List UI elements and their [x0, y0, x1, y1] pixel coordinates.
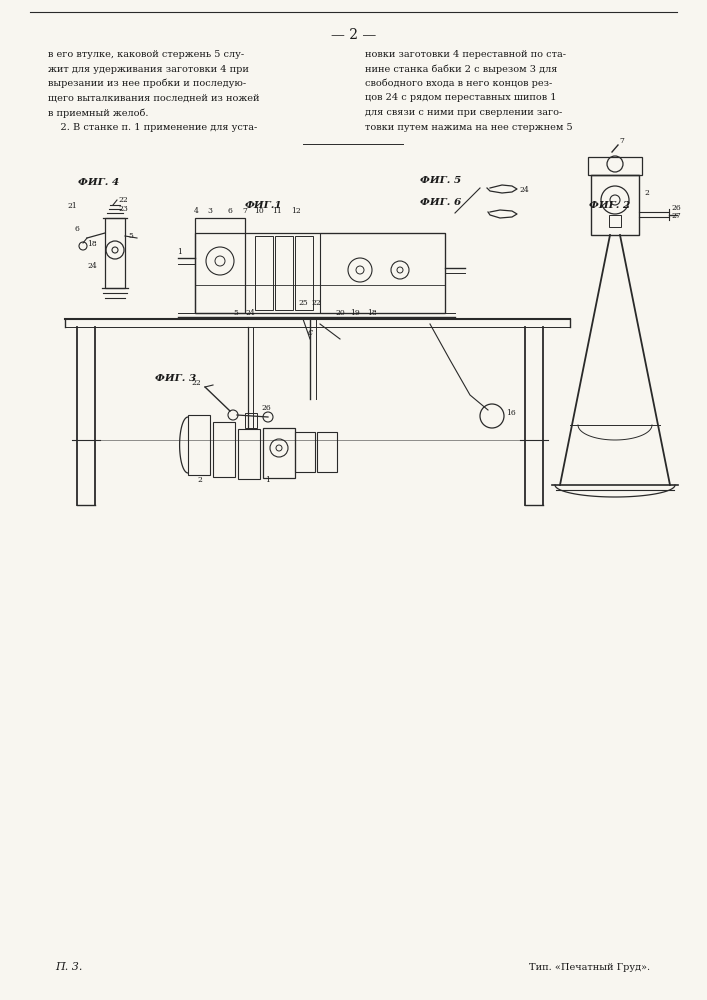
Text: 1: 1: [266, 476, 271, 484]
Text: 25: 25: [298, 299, 308, 307]
Text: 26: 26: [671, 204, 681, 212]
Text: 27: 27: [671, 212, 681, 220]
Text: 2: 2: [197, 476, 202, 484]
Text: 16: 16: [506, 409, 515, 417]
Text: 23: 23: [118, 205, 128, 213]
Text: 11: 11: [272, 207, 282, 215]
Text: 5: 5: [128, 232, 133, 240]
Text: ФИГ. 3: ФИГ. 3: [155, 374, 197, 383]
Bar: [263, 428, 295, 478]
Bar: [275, 236, 293, 310]
Bar: [255, 236, 273, 310]
Bar: [213, 422, 235, 477]
Bar: [295, 432, 315, 472]
Text: свободного входа в него концов рез-: свободного входа в него концов рез-: [365, 79, 552, 89]
Bar: [295, 236, 313, 310]
Text: 3: 3: [207, 207, 213, 215]
Text: ФИГ. 2: ФИГ. 2: [589, 201, 630, 210]
Text: ФИГ. 6: ФИГ. 6: [420, 198, 461, 207]
Text: новки заготовки 4 переставной по ста-: новки заготовки 4 переставной по ста-: [365, 50, 566, 59]
Text: 4: 4: [194, 207, 199, 215]
Text: 22: 22: [192, 379, 201, 387]
Text: 7: 7: [619, 137, 624, 145]
Text: 19: 19: [350, 309, 360, 317]
Text: вырезании из нее пробки и последую-: вырезании из нее пробки и последую-: [48, 79, 246, 89]
Text: 18: 18: [87, 240, 97, 248]
Text: 24: 24: [245, 309, 255, 317]
Text: щего выталкивания последней из ножей: щего выталкивания последней из ножей: [48, 94, 259, 103]
Bar: [320, 233, 445, 313]
Bar: [588, 157, 642, 175]
Text: 22: 22: [118, 196, 128, 204]
Bar: [238, 429, 260, 479]
Text: Тип. «Печатный Груд».: Тип. «Печатный Груд».: [529, 963, 650, 972]
Text: 12: 12: [291, 207, 301, 215]
Bar: [609, 215, 621, 227]
Text: c: c: [308, 328, 312, 337]
Text: 6: 6: [74, 225, 79, 233]
Text: 18: 18: [367, 309, 377, 317]
Bar: [195, 233, 445, 313]
Bar: [105, 218, 125, 288]
Text: 7: 7: [243, 207, 247, 215]
Text: П. 3.: П. 3.: [55, 962, 83, 972]
Text: для связи с ними при сверлении заго-: для связи с ними при сверлении заго-: [365, 108, 562, 117]
Bar: [195, 218, 245, 313]
Text: 10: 10: [254, 207, 264, 215]
Text: 24: 24: [519, 186, 529, 194]
Bar: [245, 413, 257, 428]
Text: 1: 1: [177, 248, 182, 256]
Text: 22: 22: [311, 299, 321, 307]
Bar: [317, 432, 337, 472]
Text: товки путем нажима на нее стержнем 5: товки путем нажима на нее стержнем 5: [365, 122, 573, 131]
Text: 21: 21: [67, 202, 77, 210]
Text: ФИГ.1: ФИГ.1: [245, 201, 283, 210]
Text: 2: 2: [644, 189, 649, 197]
Text: цов 24 с рядом переставных шипов 1: цов 24 с рядом переставных шипов 1: [365, 94, 556, 103]
Bar: [188, 415, 210, 475]
Text: ФИГ. 5: ФИГ. 5: [420, 176, 461, 185]
Text: в приемный желоб.: в приемный желоб.: [48, 108, 148, 117]
Text: в его втулке, каковой стержень 5 слу-: в его втулке, каковой стержень 5 слу-: [48, 50, 244, 59]
Text: нине станка бабки 2 с вырезом 3 для: нине станка бабки 2 с вырезом 3 для: [365, 64, 557, 74]
Text: 2. В станке п. 1 применение для уста-: 2. В станке п. 1 применение для уста-: [48, 122, 257, 131]
Text: 26: 26: [261, 404, 271, 412]
Text: ФИГ. 4: ФИГ. 4: [78, 178, 119, 187]
Text: 24: 24: [87, 262, 97, 270]
Text: — 2 —: — 2 —: [331, 28, 376, 42]
Text: 5: 5: [233, 309, 238, 317]
Text: жит для удерживания заготовки 4 при: жит для удерживания заготовки 4 при: [48, 64, 249, 74]
Text: 20: 20: [335, 309, 345, 317]
Text: 6: 6: [228, 207, 233, 215]
Bar: [591, 175, 639, 235]
